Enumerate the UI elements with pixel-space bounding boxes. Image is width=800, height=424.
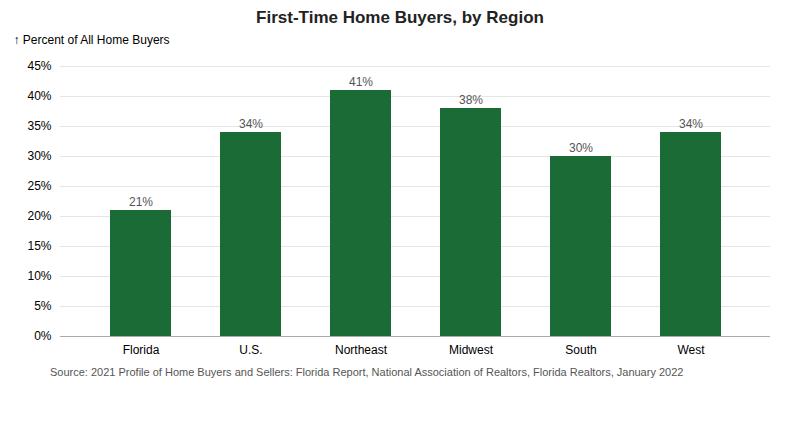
svg-text:25%: 25% xyxy=(27,179,51,193)
svg-text:34%: 34% xyxy=(239,117,263,131)
svg-text:10%: 10% xyxy=(27,269,51,283)
svg-text:0%: 0% xyxy=(34,329,52,343)
svg-text:38%: 38% xyxy=(459,93,483,107)
svg-text:20%: 20% xyxy=(27,209,51,223)
svg-text:30%: 30% xyxy=(569,141,593,155)
svg-text:41%: 41% xyxy=(349,75,373,89)
svg-text:U.S.: U.S. xyxy=(239,343,262,357)
svg-text:35%: 35% xyxy=(27,119,51,133)
svg-text:Northeast: Northeast xyxy=(335,343,388,357)
html-text:Source: 2021 Profile of Home B: Source: 2021 Profile of Home Buyers and … xyxy=(50,366,684,378)
svg-text:30%: 30% xyxy=(27,149,51,163)
svg-text:21%: 21% xyxy=(129,195,153,209)
svg-text:45%: 45% xyxy=(27,59,51,73)
svg-text:Florida: Florida xyxy=(123,343,160,357)
svg-text:South: South xyxy=(565,343,596,357)
svg-text:Midwest: Midwest xyxy=(449,343,494,357)
svg-text:40%: 40% xyxy=(27,89,51,103)
svg-text:West: West xyxy=(677,343,705,357)
svg-text:15%: 15% xyxy=(27,239,51,253)
svg-text:↑ Percent of All Home Buyers: ↑ Percent of All Home Buyers xyxy=(14,33,170,47)
svg-text:34%: 34% xyxy=(679,117,703,131)
svg-text:5%: 5% xyxy=(34,299,52,313)
html-text:First-Time Home Buyers, by Reg: First-Time Home Buyers, by Region xyxy=(256,8,544,27)
